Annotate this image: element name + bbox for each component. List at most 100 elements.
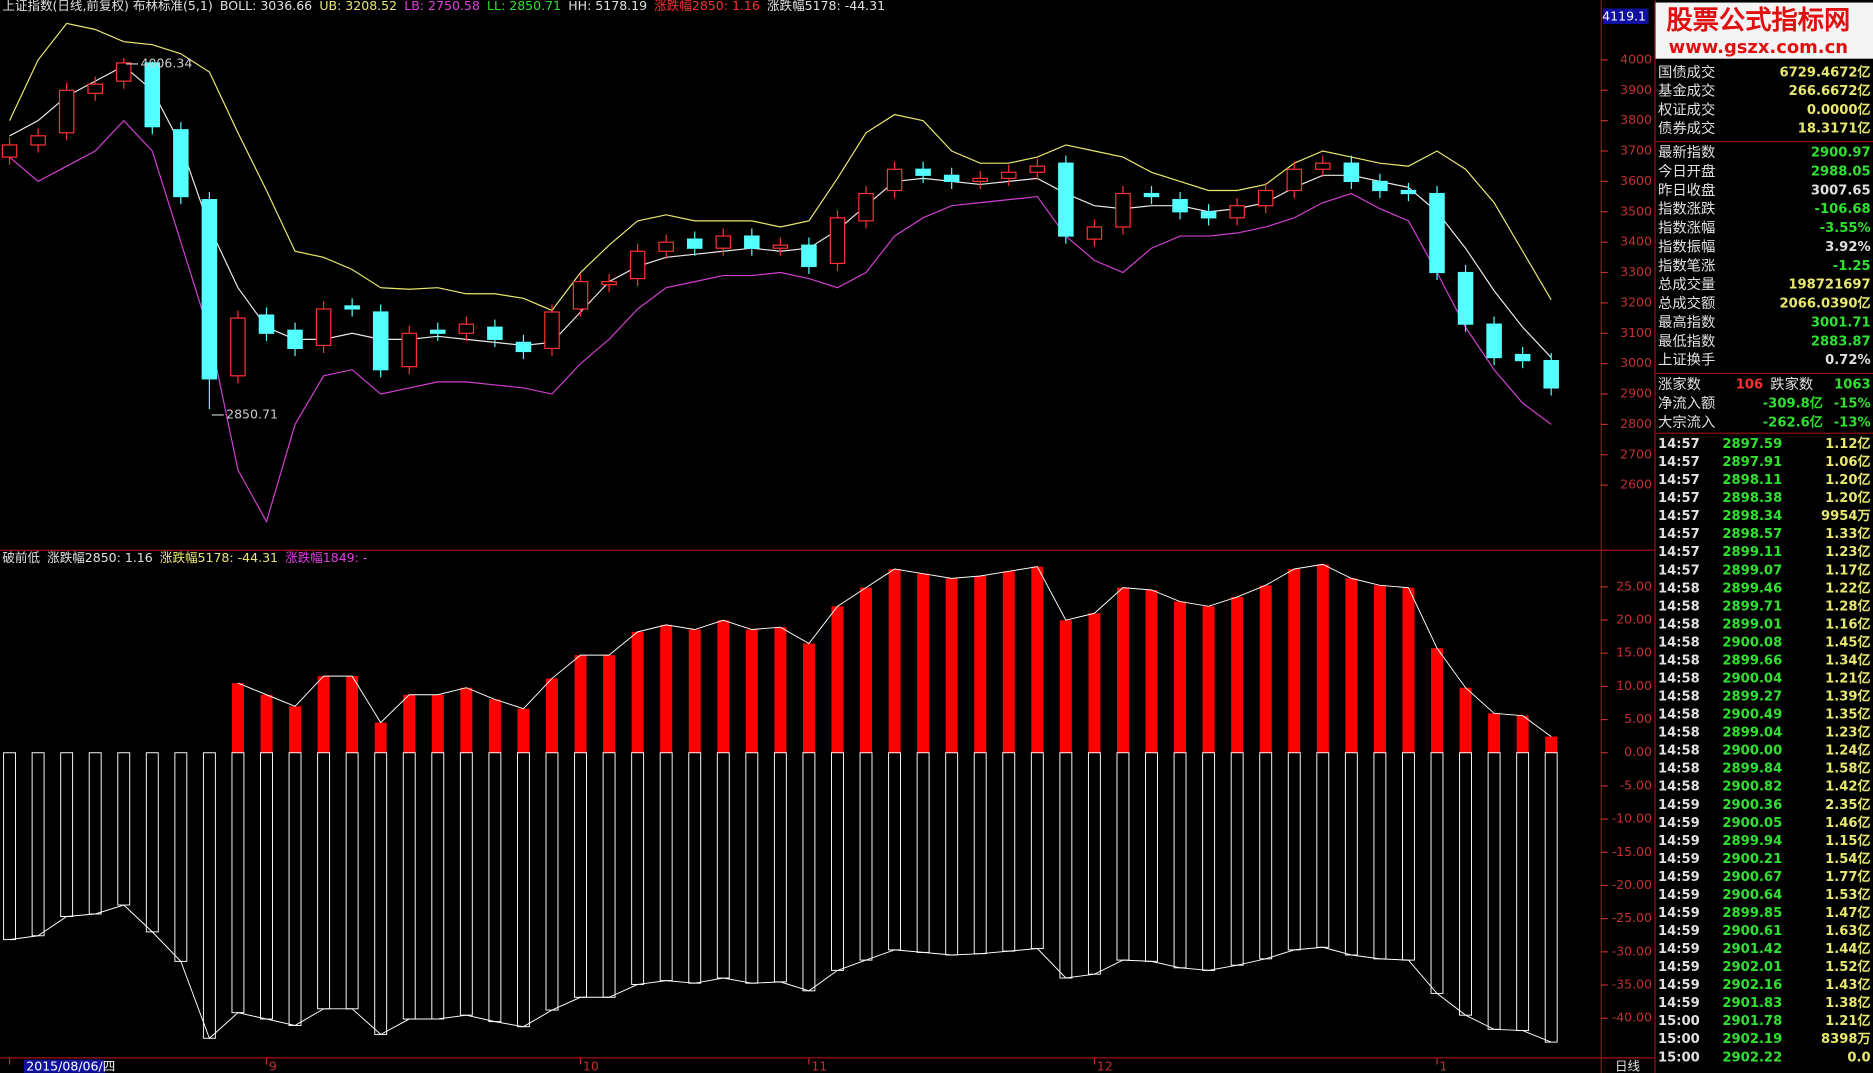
- y-tick-label: 2900: [1620, 386, 1652, 401]
- bar: [1116, 752, 1130, 961]
- bar: [374, 752, 388, 1035]
- y-tick-label: 4000: [1620, 51, 1652, 66]
- logo-url: www.gszx.com.cn: [1669, 37, 1848, 58]
- bar: [745, 752, 759, 984]
- bar: [1487, 752, 1501, 1030]
- tick-volume: 2.35亿: [1825, 796, 1871, 813]
- bar: [1002, 752, 1016, 952]
- flow-label: 大宗流入: [1658, 414, 1715, 431]
- header-item: 涨跌幅5178: -44.31: [160, 550, 278, 565]
- bar: [1031, 566, 1044, 753]
- bar: [1059, 752, 1073, 979]
- tick-volume: 1.46亿: [1825, 814, 1871, 831]
- tick-price: 2901.78: [1722, 1014, 1782, 1029]
- tick-price: 2902.16: [1722, 978, 1782, 993]
- tick-volume: 1.21亿: [1825, 670, 1871, 687]
- candle-body: [287, 329, 303, 350]
- y-tick-label: 10.00: [1616, 678, 1652, 693]
- bar: [174, 752, 188, 962]
- stat-value: 2066.0390亿: [1779, 295, 1870, 312]
- stat-value: 0.0000亿: [1807, 101, 1871, 118]
- tick-volume: 1.22亿: [1825, 579, 1871, 596]
- tick-price: 2901.42: [1722, 942, 1782, 957]
- stat-value: 3007.65: [1811, 183, 1871, 198]
- logo-bg: [1655, 2, 1873, 59]
- bar: [888, 569, 901, 753]
- bar: [403, 694, 416, 753]
- candle-body: [315, 308, 332, 347]
- tick-volume: 1.45亿: [1825, 633, 1871, 650]
- bar: [1087, 752, 1101, 975]
- bar: [1459, 752, 1473, 1016]
- tick-volume: 1.42亿: [1825, 778, 1871, 795]
- tick-time: 14:59: [1658, 924, 1700, 939]
- candle-body: [1200, 211, 1217, 219]
- stat-label: 国债成交: [1658, 63, 1715, 81]
- tick-time: 14:59: [1658, 870, 1700, 885]
- breadth: 1063: [1834, 377, 1871, 392]
- candle-body: [1001, 171, 1017, 179]
- bar: [260, 752, 273, 1020]
- tick-price: 2901.83: [1722, 996, 1782, 1011]
- candle-body: [144, 62, 161, 128]
- bar: [374, 722, 387, 753]
- stat-value: 198721697: [1788, 278, 1870, 293]
- bar-outline: [9, 904, 1552, 1043]
- tick-time: 15:00: [1658, 1050, 1700, 1065]
- bar: [973, 752, 987, 955]
- tick-price: 2899.07: [1722, 563, 1782, 578]
- tick-volume: 0.0: [1847, 1050, 1870, 1065]
- tick-price: 2898.34: [1722, 509, 1782, 524]
- bar: [1516, 715, 1529, 753]
- candle-body: [1315, 162, 1331, 170]
- stat-label: 昨日收盘: [1658, 181, 1715, 199]
- bar: [3, 752, 17, 941]
- tick-time: 14:58: [1658, 581, 1700, 596]
- tick-time: 14:58: [1658, 690, 1700, 705]
- bar: [1059, 620, 1072, 753]
- candle-body: [1543, 360, 1559, 389]
- bar: [488, 699, 501, 753]
- stat-label: 基金成交: [1658, 82, 1715, 100]
- candle-body: [258, 314, 275, 334]
- tick-volume: 1.28亿: [1825, 597, 1871, 614]
- bar: [631, 752, 645, 985]
- tick-time: 14:57: [1658, 545, 1700, 560]
- cursor-value: 4119.1: [1602, 8, 1646, 23]
- y-tick-label: 3900: [1620, 82, 1652, 97]
- y-tick-label: -25.00: [1612, 910, 1652, 925]
- tick-time: 14:57: [1658, 473, 1700, 488]
- candle-body: [30, 135, 46, 146]
- tick-price: 2899.66: [1722, 653, 1782, 668]
- bar: [317, 676, 330, 753]
- bar: [546, 678, 558, 753]
- y-tick-label: -35.00: [1612, 976, 1652, 991]
- candle-body: [943, 174, 960, 182]
- y-tick-label: -40.00: [1612, 1010, 1652, 1025]
- y-tick-label: -10.00: [1612, 811, 1652, 826]
- y-tick-label: 25.00: [1616, 578, 1652, 593]
- bar: [974, 575, 987, 753]
- tick-time: 14:58: [1658, 726, 1700, 741]
- bar: [831, 752, 844, 971]
- bar: [1030, 752, 1044, 950]
- flow-label: 净流入额: [1658, 395, 1715, 412]
- bar: [289, 706, 302, 753]
- y-tick-label: 3000: [1620, 355, 1652, 370]
- candle-body: [115, 62, 132, 82]
- bar: [1373, 585, 1386, 753]
- tick-volume: 1.06亿: [1825, 453, 1871, 470]
- tick-volume: 1.58亿: [1825, 760, 1871, 777]
- tick-volume: 1.53亿: [1825, 886, 1871, 903]
- tick-volume: 9954万: [1821, 508, 1871, 524]
- bar: [1088, 613, 1101, 753]
- candle-body: [372, 311, 389, 371]
- y-tick-label: 5.00: [1624, 711, 1652, 726]
- stat-label: 指数涨幅: [1658, 220, 1715, 237]
- tick-time: 14:59: [1658, 816, 1700, 831]
- stat-label: 最新指数: [1658, 144, 1715, 161]
- flow-pct: -13%: [1834, 415, 1871, 430]
- tick-volume: 1.77亿: [1825, 868, 1871, 885]
- tick-time: 14:58: [1658, 617, 1700, 632]
- header-item: 破前低: [2, 550, 40, 565]
